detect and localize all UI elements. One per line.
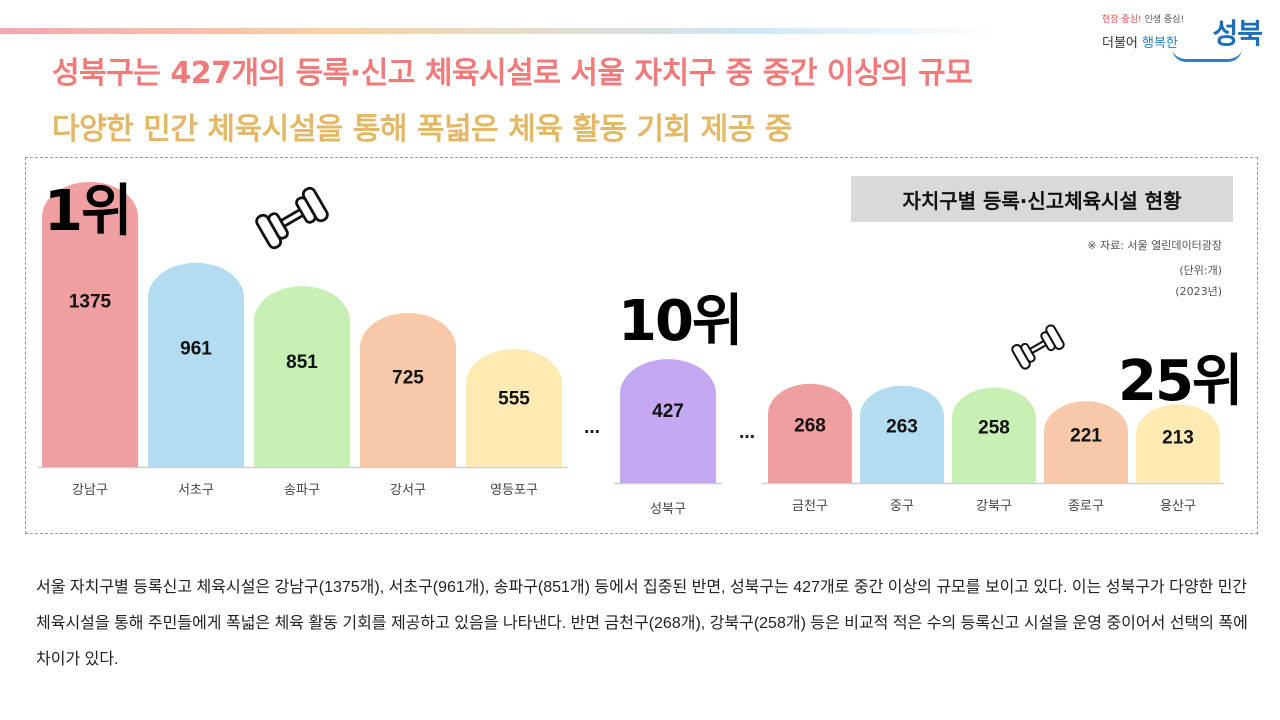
bar-강서구: [360, 312, 456, 467]
category-label: 용산구: [1160, 499, 1196, 514]
category-label: 성북구: [650, 502, 686, 517]
headline-primary: 성북구는 427개의 등록·신고 체육시설로 서울 자치구 중 중간 이상의 규…: [52, 56, 973, 91]
rank-last-label: 25위: [1118, 349, 1243, 414]
headline-secondary: 다양한 민간 체육시설을 통해 폭넓은 체육 활동 기회 제공 중: [52, 112, 792, 147]
value-label: 427: [652, 401, 684, 422]
logo-slogan-3: 더불어: [1102, 36, 1138, 51]
category-label: 강서구: [390, 483, 426, 498]
logo-slogan-4: 행복한: [1142, 36, 1178, 51]
logo-name: 성북: [1212, 17, 1263, 50]
category-label: 서초구: [178, 483, 214, 498]
dumbbell-icon: [255, 186, 329, 250]
dumbbell-small-icon: [1011, 324, 1065, 370]
logo-slogan-small: 현장 중심! 인생 중심!: [1102, 12, 1184, 25]
ellipsis-marker: …: [584, 418, 600, 437]
category-label: 영등포구: [490, 483, 538, 498]
chart-source: ※ 자료: 서울 열린데이터광장: [1087, 239, 1222, 252]
category-label: 중구: [890, 499, 914, 514]
bar-강남구: [42, 182, 138, 467]
bar-금천구: [768, 383, 852, 483]
logo-slogan-mid: 더불어 행복한: [1102, 32, 1178, 51]
category-label: 송파구: [284, 483, 320, 498]
logo-arc: [1172, 48, 1242, 62]
summary-paragraph: 서울 자치구별 등록신고 체육시설은 강남구(1375개), 서초구(961개)…: [36, 579, 1248, 668]
chart-title: 자치구별 등록·신고체육시설 현황: [851, 176, 1233, 222]
bar-중구: [860, 385, 944, 483]
ellipsis-marker: …: [739, 423, 755, 442]
bar-서초구: [148, 262, 244, 467]
category-label: 종로구: [1068, 499, 1104, 514]
value-label: 268: [794, 415, 826, 436]
value-label: 213: [1162, 427, 1194, 448]
value-label: 221: [1070, 426, 1102, 447]
value-label: 263: [886, 417, 918, 438]
value-label: 555: [498, 389, 530, 410]
category-label: 강남구: [72, 483, 108, 498]
value-label: 1375: [69, 292, 112, 313]
chart-panel: [25, 157, 1258, 534]
rank-tenth-label: 10위: [618, 289, 743, 354]
category-label: 금천구: [792, 499, 828, 514]
chart-year: (2023년): [1175, 285, 1222, 298]
chart-unit: (단위:개): [1179, 264, 1222, 277]
category-label: 강북구: [976, 499, 1012, 514]
bar-종로구: [1044, 401, 1128, 483]
rank-first-label: 1위: [44, 179, 132, 244]
bar-용산구: [1136, 404, 1220, 483]
bar-성북구: [620, 359, 716, 483]
bar-영등포구: [466, 349, 562, 467]
seongbuk-logo: 현장 중심! 인생 중심! 더불어 행복한 성북: [1102, 8, 1263, 62]
bar-강북구: [952, 387, 1036, 483]
value-label: 851: [286, 352, 318, 373]
value-label: 961: [180, 339, 212, 360]
top-gradient-bar: [0, 28, 1000, 34]
logo-slogan-1: 현장 중심!: [1102, 15, 1142, 25]
bar-송파구: [254, 286, 350, 467]
value-label: 258: [978, 418, 1010, 439]
logo-slogan-2: 인생 중심!: [1144, 15, 1185, 25]
value-label: 725: [392, 368, 424, 389]
